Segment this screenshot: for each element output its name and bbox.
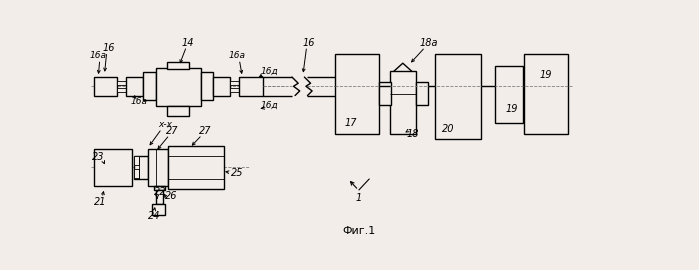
Bar (230, 81, 239, 85)
Bar (143, 72, 156, 100)
Bar (134, 156, 147, 179)
Text: 17: 17 (345, 118, 357, 128)
Text: 16д: 16д (261, 66, 278, 75)
Text: 16: 16 (303, 38, 315, 48)
Bar (389, 71, 416, 134)
Text: 18а: 18а (419, 38, 438, 48)
Text: 25: 25 (231, 168, 243, 178)
Text: х-х: х-х (158, 120, 172, 129)
Bar (126, 77, 143, 96)
Text: 27: 27 (199, 126, 211, 136)
Bar (157, 190, 163, 204)
Bar (435, 54, 481, 139)
Bar (168, 146, 224, 190)
Bar (134, 169, 138, 178)
Bar (524, 54, 568, 134)
Text: 1: 1 (356, 193, 362, 203)
Bar (416, 82, 428, 105)
Text: 16: 16 (102, 43, 115, 53)
Text: 16а: 16а (89, 51, 107, 60)
Text: 16а: 16а (229, 51, 245, 60)
Text: 19: 19 (506, 104, 519, 114)
Bar (147, 149, 168, 186)
Bar (201, 72, 213, 100)
Bar (230, 88, 239, 92)
Bar (213, 77, 230, 96)
Bar (94, 149, 132, 186)
Text: 26: 26 (165, 191, 178, 201)
Bar (495, 66, 523, 123)
Text: Фиг.1: Фиг.1 (342, 226, 375, 236)
Bar (336, 54, 379, 134)
Text: 23: 23 (92, 152, 104, 162)
Bar (156, 68, 201, 106)
Text: 16д: 16д (261, 101, 278, 110)
Text: 24: 24 (147, 211, 160, 221)
Text: 27: 27 (166, 126, 179, 136)
Text: 22: 22 (154, 187, 166, 197)
Text: 18: 18 (407, 129, 419, 139)
Bar (152, 204, 165, 215)
Text: 21: 21 (94, 197, 107, 207)
Text: 20: 20 (442, 124, 454, 134)
Bar (167, 106, 189, 116)
Bar (117, 88, 126, 92)
Text: 16а: 16а (131, 97, 147, 106)
Bar (239, 77, 263, 96)
Bar (167, 62, 189, 69)
Text: 14: 14 (182, 38, 194, 48)
Bar (379, 82, 391, 105)
Bar (154, 186, 165, 190)
Text: 19: 19 (540, 70, 552, 80)
Bar (117, 81, 126, 85)
Bar (134, 156, 138, 165)
Bar (94, 77, 117, 96)
